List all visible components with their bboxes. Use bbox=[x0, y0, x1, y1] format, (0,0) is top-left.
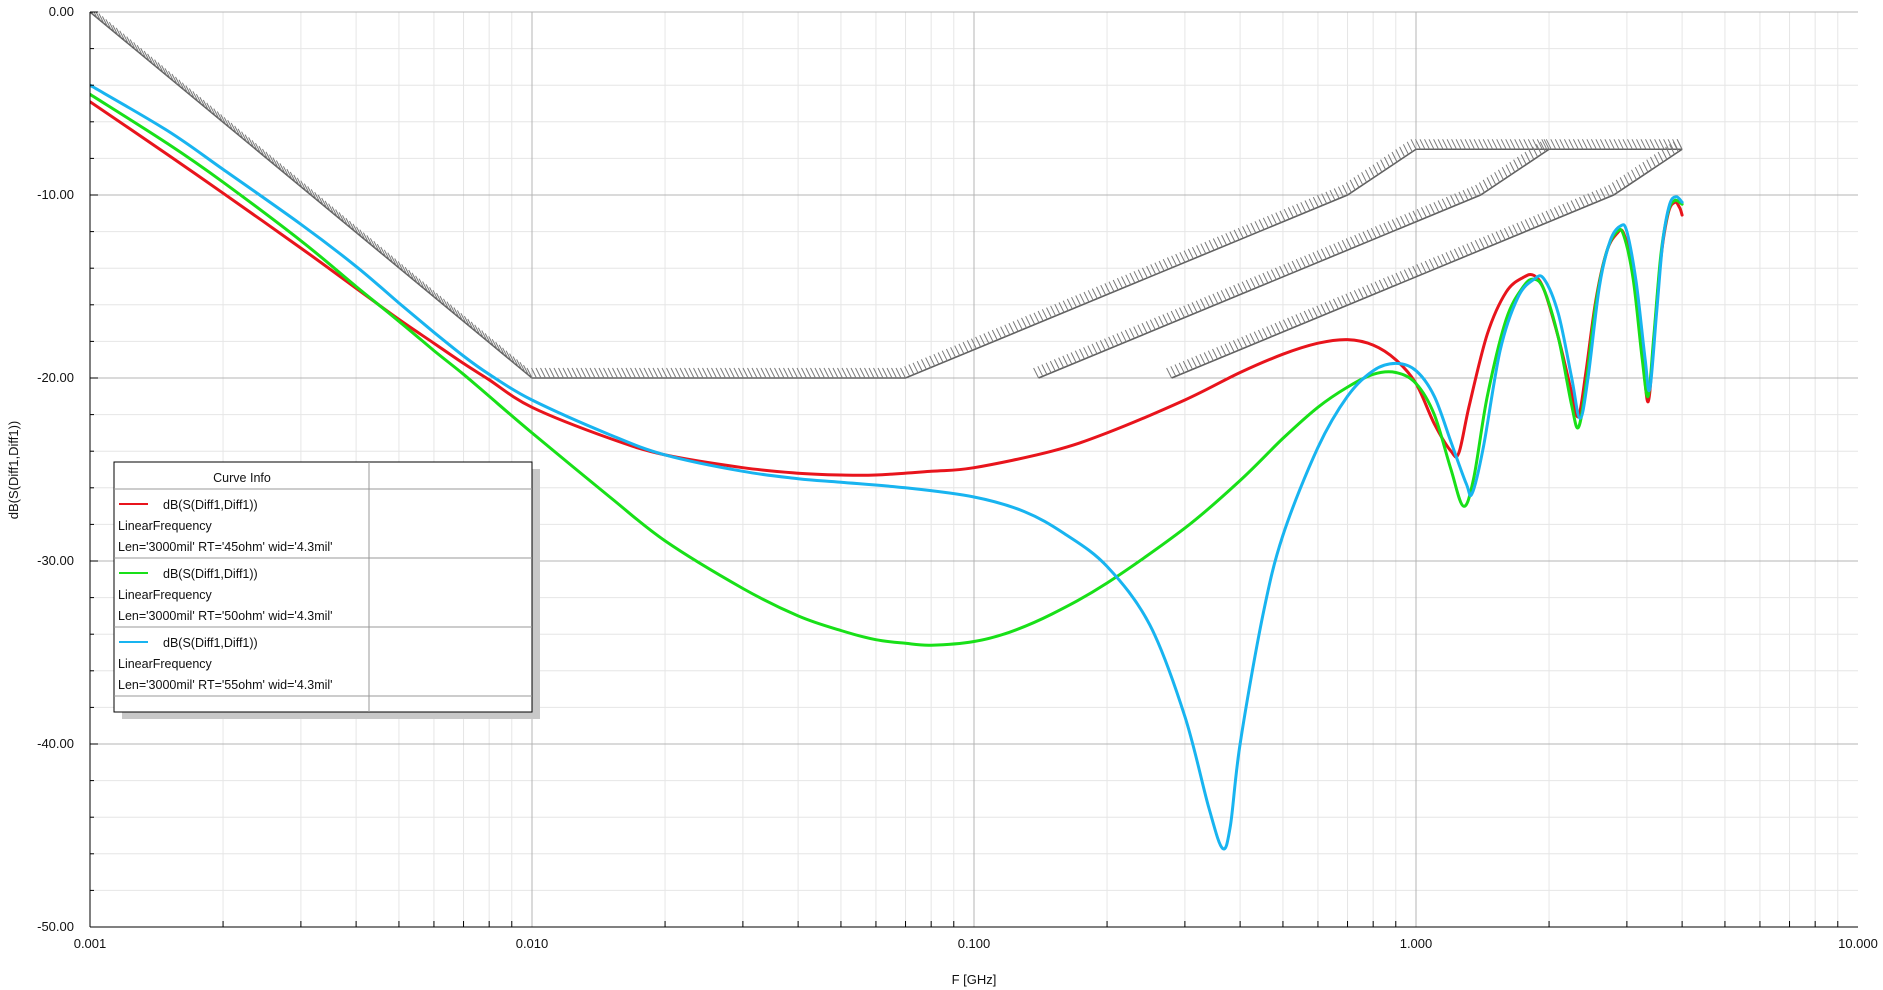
legend-entry-55ohm-name: dB(S(Diff1,Diff1)) bbox=[163, 636, 258, 650]
y-axis-title: dB(S(Diff1,Diff1)) bbox=[6, 421, 21, 520]
curve-info-legend[interactable]: Curve Info dB(S(Diff1,Diff1)) LinearFreq… bbox=[113, 461, 540, 719]
x-tick-label: 10.000 bbox=[1838, 936, 1878, 951]
legend-entry-45ohm-name: dB(S(Diff1,Diff1)) bbox=[163, 498, 258, 512]
x-tick-labels: 0.001 0.010 0.100 1.000 10.000 bbox=[74, 936, 1878, 951]
axes bbox=[89, 11, 1858, 928]
legend-entry-50ohm-sweep: LinearFrequency bbox=[118, 588, 213, 602]
y-tick-label: 0.00 bbox=[49, 4, 74, 19]
x-tick-label: 0.010 bbox=[516, 936, 549, 951]
legend-box bbox=[113, 461, 533, 713]
y-tick-label: -30.00 bbox=[37, 553, 74, 568]
legend-title: Curve Info bbox=[213, 471, 271, 485]
legend-entry-45ohm-params: Len='3000mil' RT='45ohm' wid='4.3mil' bbox=[118, 540, 333, 554]
limit-line-hatch-2 bbox=[1033, 139, 1550, 379]
series-50ohm-line[interactable] bbox=[90, 92, 1684, 647]
x-tick-label: 0.100 bbox=[958, 936, 991, 951]
legend-entry-45ohm-sweep: LinearFrequency bbox=[118, 519, 213, 533]
series-55ohm-line[interactable] bbox=[90, 83, 1684, 851]
x-tick-label: 0.001 bbox=[74, 936, 107, 951]
legend-entry-50ohm-name: dB(S(Diff1,Diff1)) bbox=[163, 567, 258, 581]
limit-line-hatch-1 bbox=[90, 12, 1683, 379]
limit-line-hatch-3 bbox=[1166, 139, 1683, 379]
series-group bbox=[90, 83, 1684, 851]
legend-entry-50ohm-params: Len='3000mil' RT='50ohm' wid='4.3mil' bbox=[118, 609, 333, 623]
limit-lines bbox=[90, 12, 1683, 379]
y-tick-label: -50.00 bbox=[37, 919, 74, 934]
y-tick-label: -20.00 bbox=[37, 370, 74, 385]
legend-entry-55ohm-sweep: LinearFrequency bbox=[118, 657, 213, 671]
legend-entry-55ohm-params: Len='3000mil' RT='55ohm' wid='4.3mil' bbox=[118, 678, 333, 692]
y-tick-labels: 0.00 -10.00 -20.00 -30.00 -40.00 -50.00 bbox=[37, 4, 74, 934]
y-tick-label: -10.00 bbox=[37, 187, 74, 202]
x-axis-title: F [GHz] bbox=[952, 972, 997, 987]
x-tick-label: 1.000 bbox=[1400, 936, 1433, 951]
y-tick-label: -40.00 bbox=[37, 736, 74, 751]
